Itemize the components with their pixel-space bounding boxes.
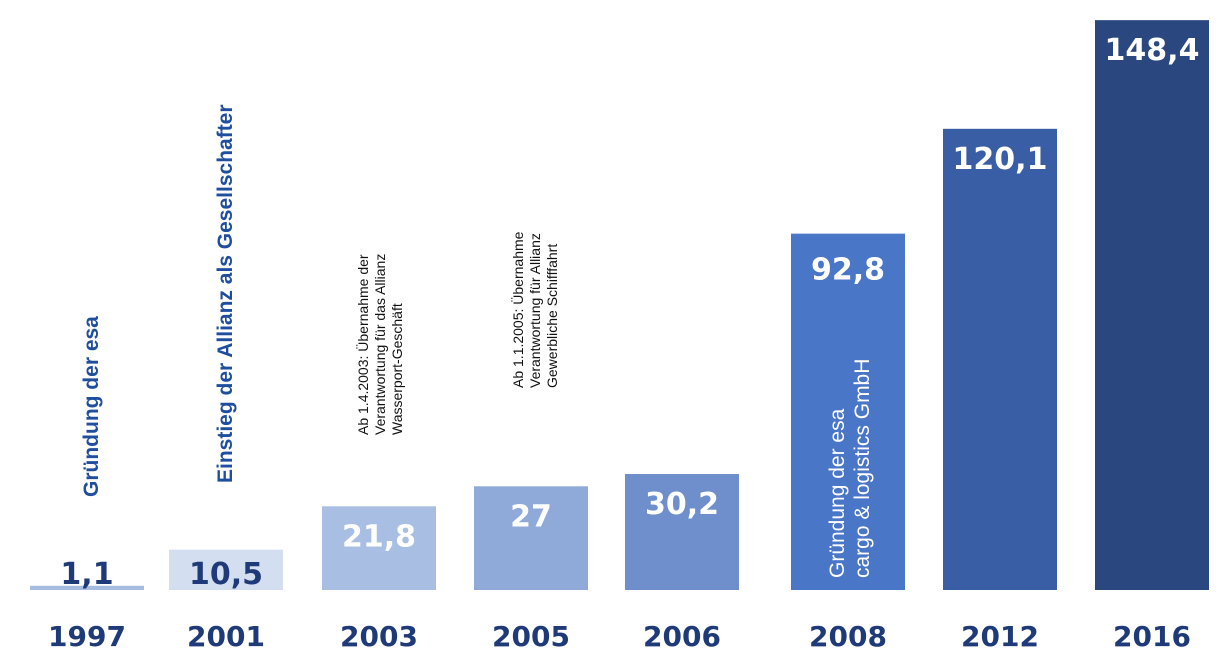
annotation-2008-line-1: Gründung der esa	[826, 408, 849, 578]
value-label-2012: 120,1	[953, 142, 1048, 177]
annotation-1997-line-1: Gründung der esa	[80, 316, 103, 497]
year-label-1997: 1997	[48, 620, 126, 653]
annotation-2005-line-3: Gewerbliche Schifffahrt	[544, 244, 560, 388]
value-label-2008: 92,8	[811, 253, 885, 288]
year-label-2016: 2016	[1113, 620, 1191, 653]
bar-2001	[169, 549, 283, 590]
bar-1997	[30, 585, 144, 590]
year-label-2003: 2003	[340, 620, 418, 653]
annotation-2003-line-2: Verantwortung für das Allianz	[372, 254, 388, 435]
year-label-2005: 2005	[492, 620, 570, 653]
annotation-2005-line-1: Ab 1.1.2005: Übernahme	[509, 231, 526, 388]
year-label-2012: 2012	[961, 620, 1039, 653]
annotation-2003-line-3: Wasserport-Geschäft	[389, 303, 405, 435]
value-label-2005: 27	[510, 499, 552, 534]
bar-2012	[943, 128, 1057, 591]
bar-2003	[322, 506, 436, 590]
annotation-2008-line-2: cargo & logistics GmbH	[851, 359, 874, 578]
bar-2006	[625, 474, 739, 590]
annotation-2001-line-1: Einstieg der Allianz als Gesellschafter	[214, 104, 237, 483]
value-label-2006: 30,2	[645, 487, 719, 522]
year-label-2001: 2001	[187, 620, 265, 653]
year-label-2006: 2006	[643, 620, 721, 653]
value-label-2003: 21,8	[342, 519, 416, 554]
value-label-2001: 10,5	[189, 557, 263, 592]
year-label-2008: 2008	[809, 620, 887, 653]
bar-2005	[474, 486, 588, 590]
value-label-1997: 1,1	[60, 557, 113, 592]
annotation-2005-line-2: Verantwortung für Allianz	[527, 233, 543, 388]
bar-2016	[1095, 20, 1209, 591]
value-label-2016: 148,4	[1105, 33, 1200, 68]
annotation-2003-line-1: Ab 1.4.2003: Übernahme der	[354, 254, 371, 435]
bar-2008	[791, 233, 905, 590]
